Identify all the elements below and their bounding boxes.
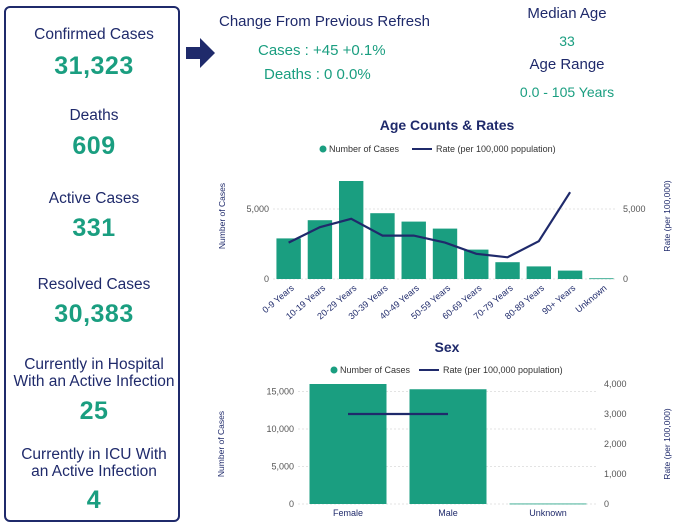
legend-label-bars: Number of Cases [340,365,411,375]
bar-50-59-years [432,228,458,279]
resolved-cases-label: Resolved Cases [37,276,151,293]
y-tick-label: 10,000 [266,424,294,434]
legend-label-bars: Number of Cases [329,144,400,154]
y2-axis-label: Rate (per 100,000) [662,408,672,480]
y2-tick-label: 1,000 [604,469,627,479]
active-cases-value: 331 [72,214,116,242]
resolved-cases-value: 30,383 [54,300,134,328]
active-cases-label: Active Cases [48,190,140,207]
legend-marker-bars [330,366,338,374]
y2-tick-label: 0 [604,499,609,509]
bar-female [309,384,387,504]
deaths-label: Deaths [69,107,119,124]
x-category-label: Female [333,508,363,518]
bar-90-years [557,270,583,279]
legend-marker-bars [319,145,327,153]
y-axis-label: Number of Cases [217,183,227,249]
chart-title: Sex [435,339,460,355]
bar-0-9-years [276,238,301,279]
bar-70-79-years [495,262,520,279]
change-cases: Cases : +45 +0.1% [258,42,386,59]
deaths-value: 609 [72,132,116,160]
y-tick-label: 15,000 [266,387,294,397]
bar-unknown [589,278,614,280]
y2-axis-label: Rate (per 100,000) [662,180,672,252]
rate-line [288,191,572,259]
bar-30-39-years [370,213,395,279]
confirmed-cases-value: 31,323 [54,52,134,80]
icu-label-line1: Currently in ICU With [21,446,167,463]
age-range-value: 0.0 - 105 Years [519,84,615,100]
y-tick-label: 5,000 [271,462,294,472]
legend-label-line: Rate (per 100,000 population) [436,144,556,154]
age-range-label: Age Range [529,56,605,73]
hospital-value: 25 [79,397,109,425]
y2-tick-label: 5,000 [623,204,646,214]
y-tick-label: 5,000 [246,204,269,214]
change-title: Change From Previous Refresh [219,13,430,30]
y-tick-label: 0 [264,274,269,284]
x-category-label: Unknown [529,508,567,518]
y2-tick-label: 3,000 [604,409,627,419]
hospital-label-line1: Currently in Hospital [24,356,164,373]
change-deaths: Deaths : 0 0.0% [264,66,371,83]
bar-40-49-years [401,221,426,279]
chart-title: Age Counts & Rates [380,117,515,133]
bar-unknown [509,503,587,505]
y-axis-label: Number of Cases [216,411,226,477]
bar-male [409,389,487,504]
legend-label-line: Rate (per 100,000 population) [443,365,563,375]
icu-value: 4 [86,486,102,514]
median-age-label: Median Age [527,5,607,22]
icu-label-line2: an Active Infection [31,463,157,480]
y2-tick-label: 0 [623,274,628,284]
hospital-label-line2: With an Active Infection [13,373,175,390]
bar-80-89-years [526,266,552,279]
y2-tick-label: 4,000 [604,379,627,389]
stats-panel: Confirmed Cases 31,323 Deaths 609 Active… [4,6,180,522]
y2-tick-label: 2,000 [604,439,627,449]
confirmed-cases-label: Confirmed Cases [34,26,154,43]
median-age-value: 33 [559,33,575,49]
y-tick-label: 0 [289,499,294,509]
arrow-right-icon [186,38,215,68]
x-category-label: Male [438,508,458,518]
bar-20-29-years [338,181,364,279]
